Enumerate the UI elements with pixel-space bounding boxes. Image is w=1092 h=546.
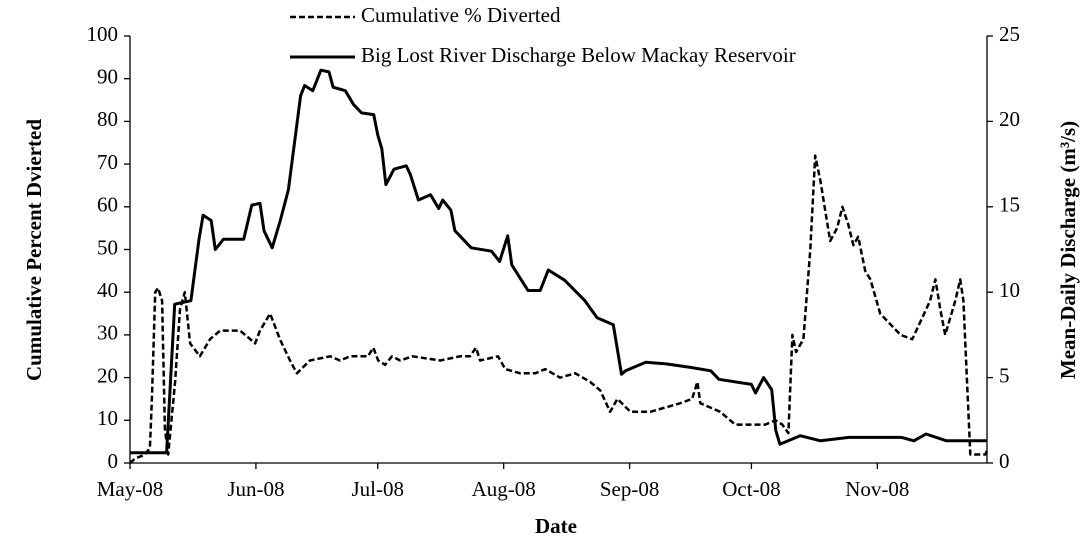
x-tick-label: Jul-08 xyxy=(352,477,405,501)
x-tick-label: Sep-08 xyxy=(600,477,660,501)
x-tick-label: Oct-08 xyxy=(722,477,780,501)
legend-label: Big Lost River Discharge Below Mackay Re… xyxy=(361,43,796,67)
y2-axis-label: Mean-Daily Discharge (m³/s) xyxy=(1056,121,1080,379)
series-line xyxy=(129,154,989,464)
x-axis-label: Date xyxy=(535,514,577,538)
y-tick-label: 20 xyxy=(97,363,118,387)
y2-tick-label: 15 xyxy=(999,193,1020,217)
y-tick-label: 40 xyxy=(97,278,118,302)
x-tick-label: Nov-08 xyxy=(845,477,909,501)
y-tick-label: 50 xyxy=(97,235,118,259)
y-tick-label: 0 xyxy=(108,449,119,473)
y2-tick-label: 5 xyxy=(999,363,1010,387)
y-tick-label: 60 xyxy=(97,193,118,217)
x-tick-label: May-08 xyxy=(97,477,164,501)
y-tick-label: 90 xyxy=(97,65,118,89)
y2-tick-label: 20 xyxy=(999,107,1020,131)
y-tick-label: 70 xyxy=(97,150,118,174)
y-tick-label: 100 xyxy=(87,22,119,46)
x-tick-label: Jun-08 xyxy=(227,477,284,501)
y-tick-label: 80 xyxy=(97,107,118,131)
y2-tick-label: 10 xyxy=(999,278,1020,302)
y2-tick-label: 0 xyxy=(999,449,1010,473)
series-line xyxy=(130,68,987,455)
y-tick-label: 10 xyxy=(97,406,118,430)
y-tick-label: 30 xyxy=(97,321,118,345)
y2-tick-label: 25 xyxy=(999,22,1020,46)
y-axis-label: Cumulative Percent Dvierted xyxy=(22,119,46,381)
x-tick-label: Aug-08 xyxy=(472,477,536,501)
legend-label: Cumulative % Diverted xyxy=(361,3,561,27)
